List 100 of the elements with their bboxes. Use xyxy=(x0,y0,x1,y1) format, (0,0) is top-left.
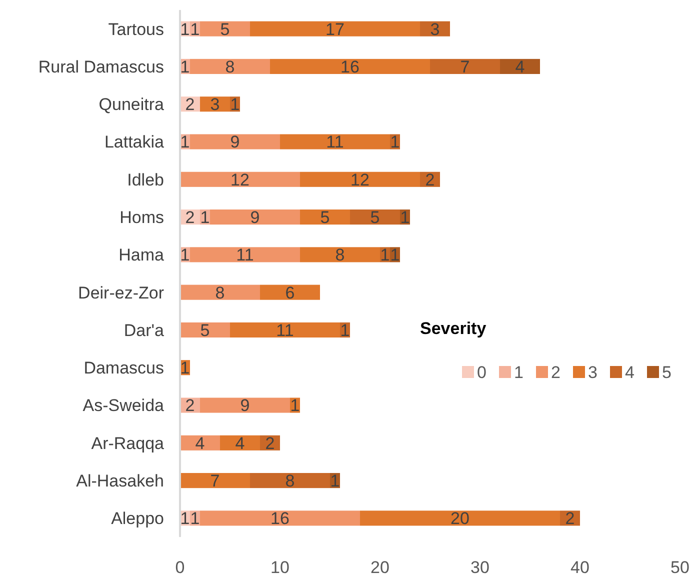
legend-label: 3 xyxy=(588,363,598,382)
x-tick-label: 0 xyxy=(175,558,185,577)
bar xyxy=(360,510,560,526)
data-label: 1 xyxy=(180,57,190,76)
data-label: 11 xyxy=(276,320,294,340)
y-tick-label: Quneitra xyxy=(98,95,165,114)
data-label: 5 xyxy=(370,208,380,227)
bar xyxy=(500,58,540,74)
data-label: 6 xyxy=(285,283,295,302)
data-label: 4 xyxy=(235,434,245,453)
legend-label: 4 xyxy=(625,363,634,382)
bar xyxy=(270,58,430,74)
x-tick-label: 50 xyxy=(670,558,690,577)
data-label: 2 xyxy=(185,95,195,114)
bar xyxy=(230,322,340,338)
x-tick-label: 20 xyxy=(370,558,390,577)
y-tick-label: Rural Damascus xyxy=(38,57,164,76)
y-tick-label: Dar'a xyxy=(124,320,165,340)
bar xyxy=(190,134,280,150)
bar xyxy=(200,510,360,526)
bar xyxy=(180,473,250,488)
x-tick-label: 30 xyxy=(470,558,490,577)
data-label: 8 xyxy=(225,57,235,76)
y-tick-label: Deir-ez-Zor xyxy=(78,283,164,302)
data-label: 5 xyxy=(220,20,230,39)
bar xyxy=(180,172,300,187)
data-label: 11 xyxy=(326,132,344,152)
data-label: 12 xyxy=(230,170,250,190)
bar xyxy=(220,435,260,450)
data-label: 2 xyxy=(265,434,275,453)
data-label: 5 xyxy=(320,208,330,227)
bar xyxy=(200,21,250,36)
legend-label: 1 xyxy=(514,363,524,382)
y-tick-label: Damascus xyxy=(84,358,164,378)
y-tick-label: Lattakia xyxy=(104,132,165,152)
bar xyxy=(260,284,320,300)
data-label: 1 xyxy=(340,320,350,340)
bar xyxy=(190,58,270,74)
data-label: 8 xyxy=(335,246,345,265)
bar xyxy=(350,210,400,225)
y-tick-label: Ar-Raqqa xyxy=(91,434,165,453)
data-label: 1 xyxy=(180,246,190,265)
data-label: 20 xyxy=(450,509,470,528)
data-label: 4 xyxy=(515,57,525,76)
data-label: 1 xyxy=(390,246,400,265)
data-label: 12 xyxy=(350,170,370,190)
data-label: 1 xyxy=(180,509,190,528)
data-label: 4 xyxy=(195,434,205,453)
y-tick-label: Aleppo xyxy=(111,509,164,528)
bar xyxy=(300,247,380,262)
data-label: 1 xyxy=(180,132,190,152)
data-label: 9 xyxy=(240,396,250,416)
data-label: 7 xyxy=(460,57,470,76)
data-label: 1 xyxy=(200,208,210,227)
data-label: 1 xyxy=(330,471,340,490)
bar xyxy=(300,210,350,225)
y-tick-label: Idleb xyxy=(127,170,164,190)
bar xyxy=(180,284,260,300)
data-label: 5 xyxy=(200,320,210,340)
legend-title: Severity xyxy=(420,319,487,338)
data-label: 2 xyxy=(185,396,195,416)
data-label: 8 xyxy=(285,471,295,490)
data-label: 3 xyxy=(210,95,220,114)
bar xyxy=(210,210,300,225)
data-label: 3 xyxy=(430,20,440,39)
data-label: 16 xyxy=(270,509,290,528)
bar xyxy=(180,322,230,338)
legend-label: 2 xyxy=(551,363,560,382)
y-tick-label: Al-Hasakeh xyxy=(76,471,164,490)
bar xyxy=(190,247,300,262)
data-label: 1 xyxy=(230,95,240,114)
data-label: 1 xyxy=(190,20,200,39)
bar xyxy=(200,398,290,413)
y-tick-label: Hama xyxy=(118,246,165,265)
x-tick-label: 40 xyxy=(570,558,590,577)
data-label: 2 xyxy=(185,208,195,227)
data-label: 7 xyxy=(210,471,220,490)
legend-label: 0 xyxy=(477,363,486,382)
y-tick-label: Homs xyxy=(120,208,164,227)
data-label: 9 xyxy=(250,208,260,227)
data-label: 1 xyxy=(390,132,400,152)
data-label: 16 xyxy=(340,57,360,76)
data-label: 1 xyxy=(290,396,300,416)
data-label: 1 xyxy=(380,246,390,265)
data-label: 9 xyxy=(230,132,240,152)
bar xyxy=(250,473,330,488)
bar xyxy=(280,134,390,150)
data-label: 2 xyxy=(425,170,435,190)
y-tick-label: As-Sweida xyxy=(82,396,165,416)
data-label: 8 xyxy=(215,283,225,302)
data-label: 11 xyxy=(236,246,254,265)
y-tick-label: Tartous xyxy=(108,20,164,39)
bar xyxy=(430,58,500,74)
legend-label: 5 xyxy=(662,363,672,382)
data-label: 1 xyxy=(400,208,410,227)
data-label: 1 xyxy=(180,20,190,39)
bar xyxy=(250,21,420,36)
x-tick-label: 10 xyxy=(270,558,290,577)
data-label: 1 xyxy=(180,358,190,378)
bar xyxy=(300,172,420,187)
